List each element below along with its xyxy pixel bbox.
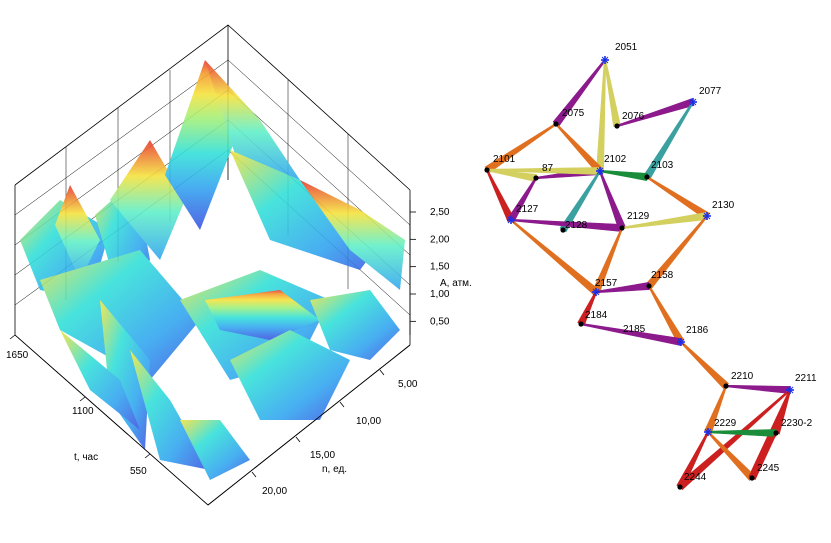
pipe-edge-2101-2127 — [485, 169, 515, 223]
node-2076-dot — [614, 123, 620, 129]
a-tick-label: 0,50 — [430, 316, 450, 327]
pipe-edge-2103-2130 — [646, 175, 710, 220]
node-label-2077: 2077 — [699, 86, 722, 97]
node-2210-dot — [723, 383, 729, 389]
node-2051-star-icon — [601, 56, 609, 64]
node-2130-star-icon — [703, 212, 711, 220]
pipe-edge-2102-2103 — [599, 169, 648, 181]
node-2244-dot — [677, 484, 683, 490]
node-87-dot — [533, 175, 539, 181]
node-2186-star-icon — [677, 338, 685, 346]
pipe-edge-2229-2230-2 — [707, 429, 777, 437]
node-label-2102: 2102 — [604, 154, 627, 165]
t-tick-label: 1650 — [6, 350, 29, 361]
network-edges — [484, 59, 792, 491]
pipe-edge-87-2127 — [507, 177, 538, 223]
node-2184-dot — [578, 321, 584, 327]
node-2157-star-icon — [592, 288, 600, 296]
a-axis: 0,50 1,00 1,50 2,00 2,50 A, атм. — [409, 200, 472, 335]
node-label-2130: 2130 — [712, 200, 735, 211]
network-nodes — [484, 56, 794, 490]
node-2245-dot — [749, 475, 755, 481]
pipe-edge-2051-2076 — [603, 59, 621, 127]
node-label-2244: 2244 — [684, 472, 707, 483]
t-axis-label: t, час — [74, 452, 98, 463]
node-2077-star-icon — [689, 98, 697, 106]
t-axis: 1650 1100 550 t, час — [6, 334, 209, 506]
node-label-2230-2: 2230-2 — [781, 418, 813, 429]
t-tick-label: 1100 — [72, 406, 94, 417]
a-tick-label: 1,50 — [430, 262, 450, 273]
node-2211-star-icon — [786, 386, 794, 394]
node-label-2210: 2210 — [731, 371, 754, 382]
network-labels: 2051 2077 2075 2076 2101 87 2102 2103 2127 2128 21… — [493, 42, 817, 483]
node-2158-dot — [646, 283, 652, 289]
node-label-2127: 2127 — [516, 204, 539, 215]
pipe-edge-2210-2211 — [725, 384, 791, 394]
node-label-2157: 2157 — [595, 278, 618, 289]
node-label-2129: 2129 — [627, 211, 650, 222]
pipe-edge-2186-2210 — [679, 340, 729, 390]
node-label-2076: 2076 — [622, 111, 645, 122]
node-label-87: 87 — [542, 163, 554, 174]
node-label-2128: 2128 — [565, 220, 588, 231]
node-2102-star-icon — [596, 167, 604, 175]
node-2103-dot — [644, 174, 650, 180]
node-label-2075: 2075 — [562, 108, 585, 119]
n-tick-label: 20,00 — [262, 486, 287, 497]
t-tick-label: 550 — [130, 466, 147, 477]
node-label-2101: 2101 — [493, 154, 516, 165]
n-tick-label: 5,00 — [398, 379, 418, 390]
n-axis: 5,00 10,00 15,00 20,00 n, ед. — [207, 344, 418, 506]
node-label-2103: 2103 — [651, 160, 674, 171]
a-tick-label: 1,00 — [430, 289, 450, 300]
n-tick-label: 15,00 — [310, 450, 335, 461]
a-axis-label: A, атм. — [440, 278, 472, 289]
node-label-2158: 2158 — [651, 270, 674, 281]
n-tick-label: 10,00 — [356, 416, 381, 427]
node-label-2185: 2185 — [623, 324, 646, 335]
node-2101-dot — [484, 167, 490, 173]
node-label-2229: 2229 — [714, 418, 737, 429]
node-2230-2-dot — [773, 430, 779, 436]
node-label-2184: 2184 — [585, 310, 608, 321]
pipe-edge-2102-2129 — [598, 170, 626, 230]
node-2075-dot — [553, 121, 559, 127]
surface-plot: 0,50 1,00 1,50 2,00 2,50 A, атм. 1650 1100 550… — [6, 24, 472, 506]
pipe-network-diagram: 2051 2077 2075 2076 2101 87 2102 2103 2127 2128 21… — [484, 42, 817, 491]
surface-mesh — [20, 60, 405, 480]
node-label-2211: 2211 — [795, 373, 817, 384]
a-tick-label: 2,50 — [430, 207, 450, 218]
node-2128-dot — [560, 227, 566, 233]
node-2229-star-icon — [704, 428, 712, 436]
node-2127-star-icon — [507, 216, 515, 224]
a-tick-label: 2,00 — [430, 234, 450, 245]
node-label-2245: 2245 — [757, 463, 780, 474]
pipe-edge-2075-2102 — [554, 123, 604, 174]
node-label-2186: 2186 — [686, 325, 709, 336]
node-2129-dot — [619, 225, 625, 231]
node-label-2051: 2051 — [615, 42, 638, 53]
n-axis-label: n, ед. — [322, 464, 347, 475]
